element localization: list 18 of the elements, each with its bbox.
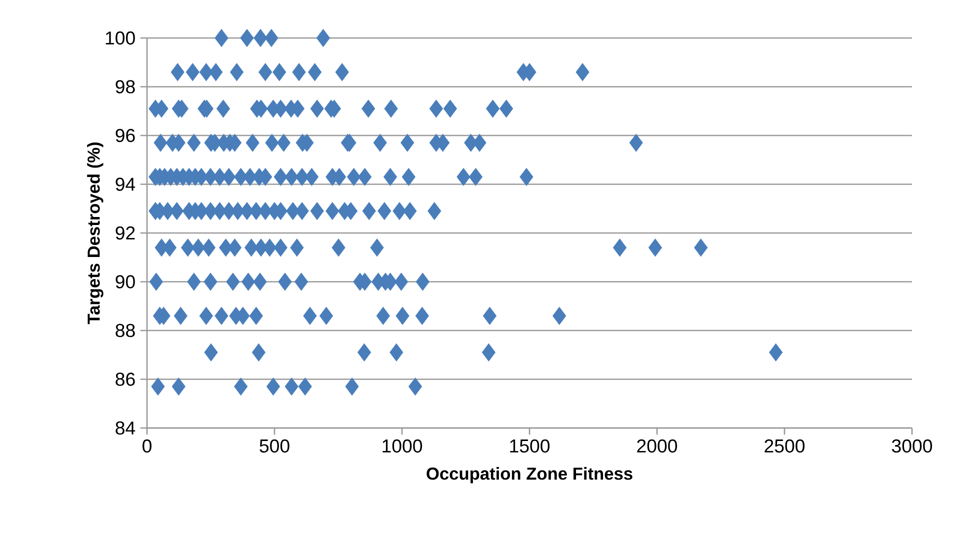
x-tick-label: 2500 bbox=[764, 439, 805, 453]
y-tick-label: 100 bbox=[106, 31, 135, 45]
x-tick-label: 0 bbox=[142, 439, 152, 453]
y-tick-label: 94 bbox=[116, 178, 136, 191]
y-tick-label: 92 bbox=[116, 226, 135, 240]
x-tick-label: 2000 bbox=[637, 439, 678, 453]
y-tick-label: 86 bbox=[116, 372, 135, 386]
x-tick-label: 500 bbox=[260, 439, 290, 453]
y-axis-title: Targets Destroyed (%) bbox=[87, 142, 104, 324]
y-tick-label: 88 bbox=[116, 324, 135, 338]
x-tick-label: 1500 bbox=[510, 439, 550, 453]
y-tick-label: 98 bbox=[116, 80, 135, 94]
y-tick-label: 96 bbox=[116, 128, 135, 142]
x-axis-title: Occupation Zone Fitness bbox=[426, 467, 632, 484]
x-tick-label: 3000 bbox=[892, 439, 932, 453]
x-tick-label: 1000 bbox=[382, 439, 422, 453]
y-tick-label: 84 bbox=[116, 421, 136, 435]
y-tick-label: 90 bbox=[116, 275, 135, 288]
